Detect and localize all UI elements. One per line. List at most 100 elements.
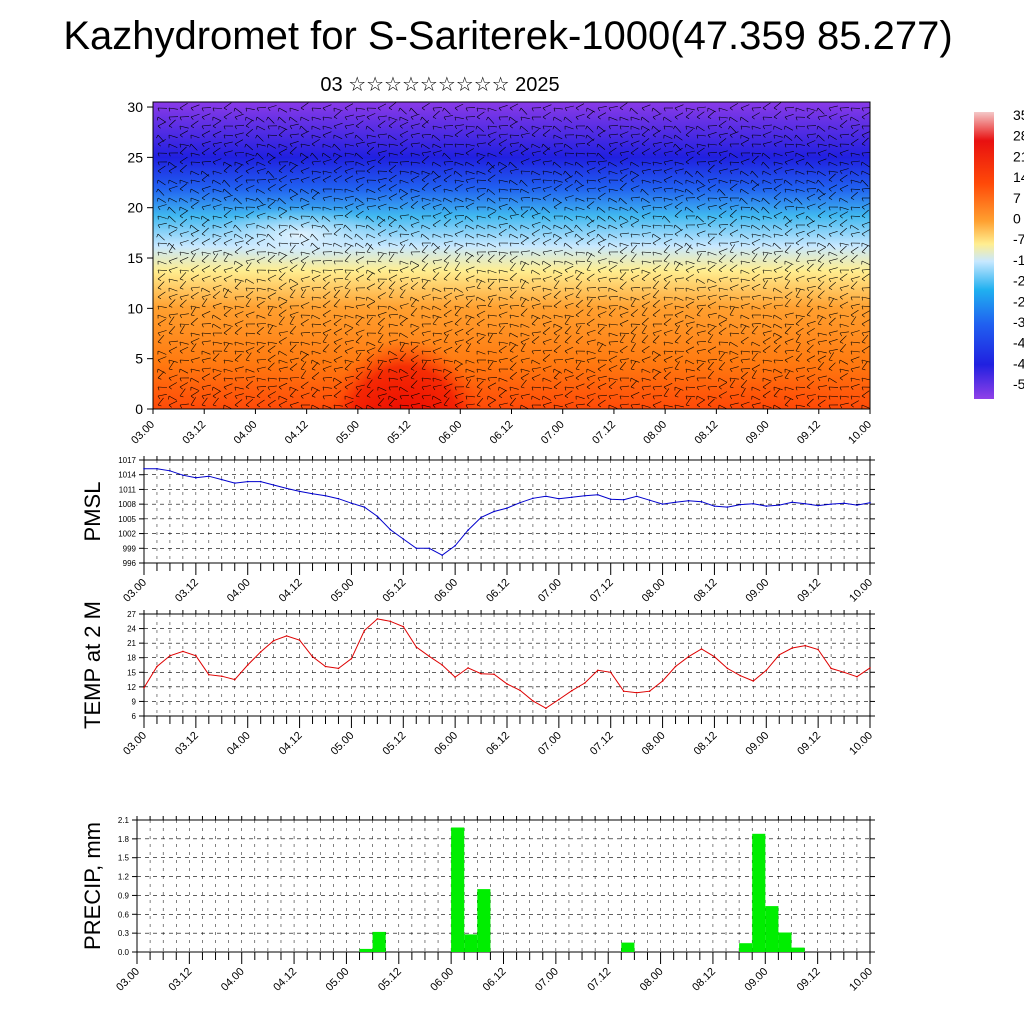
wind-barb — [388, 313, 399, 316]
wind-barb-feather — [431, 134, 434, 139]
wind-barb-feather — [685, 134, 690, 137]
wind-barb-feather — [190, 242, 194, 246]
wind-barb — [674, 168, 684, 172]
wind-barb-feather — [596, 206, 599, 211]
wind-barb-feather — [531, 188, 535, 193]
wind-barb-feather — [277, 197, 280, 202]
wind-barb — [179, 388, 186, 397]
wind-barb-feather — [234, 206, 237, 211]
wind-barb-feather — [806, 323, 810, 327]
wind-barb — [663, 275, 673, 280]
wind-barb — [685, 368, 695, 372]
data-point — [545, 495, 547, 498]
wind-barb — [652, 368, 662, 373]
wind-barb — [245, 311, 255, 316]
wind-barb — [762, 152, 771, 159]
wind-barb-feather — [487, 305, 492, 307]
wind-barb-feather — [817, 368, 822, 371]
wind-barb — [168, 242, 176, 250]
wind-barb-feather — [696, 224, 700, 229]
wind-barb — [311, 242, 319, 250]
wind-barb-feather — [410, 215, 412, 220]
wind-barb-feather — [839, 395, 842, 400]
wind-barb-feather — [542, 188, 546, 192]
wind-barb — [168, 340, 179, 343]
wind-barb — [564, 316, 571, 325]
wind-barb — [355, 120, 364, 127]
wind-barb-feather — [839, 188, 843, 192]
wind-barb-feather — [333, 341, 337, 345]
wind-barb-feather — [300, 395, 304, 399]
wind-barb-feather — [718, 143, 723, 147]
wind-barb-feather — [509, 125, 513, 129]
wind-barb-feather — [212, 395, 216, 399]
wind-barb — [817, 340, 827, 343]
wind-barb-feather — [641, 287, 644, 292]
wind-barb-feather — [674, 314, 678, 318]
wind-barb-feather — [355, 368, 359, 373]
wind-barb-feather — [773, 116, 778, 120]
wind-barb — [762, 102, 771, 109]
wind-barb — [212, 390, 221, 397]
wind-barb-feather — [388, 305, 390, 310]
wind-barb — [333, 110, 341, 118]
wind-barb-feather — [498, 341, 500, 346]
wind-barb-feather — [465, 332, 470, 336]
wind-barb — [289, 316, 295, 325]
wind-barb — [674, 104, 684, 109]
wind-barb-feather — [740, 296, 743, 301]
wind-barb-feather — [223, 116, 227, 120]
wind-barb-feather — [773, 107, 778, 111]
wind-barb — [311, 350, 321, 354]
wind-barb-feather — [267, 107, 271, 111]
wind-barb — [212, 147, 221, 154]
wind-barb-feather — [300, 179, 304, 183]
wind-barb-feather — [498, 350, 503, 354]
wind-barb-feather — [740, 242, 742, 247]
wind-barb-feather — [663, 404, 665, 409]
wind-barb — [179, 130, 189, 136]
wind-barb-feather — [740, 395, 745, 397]
wind-barb — [619, 385, 630, 388]
wind-barb — [311, 296, 321, 299]
wind-barb — [674, 377, 684, 381]
wind-barb-feather — [431, 242, 434, 247]
wind-barb-feather — [310, 233, 313, 238]
wind-barb — [212, 302, 222, 307]
wind-barb — [278, 331, 288, 334]
wind-barb — [212, 368, 222, 372]
wind-barb — [586, 160, 597, 163]
wind-barb-feather — [652, 278, 656, 282]
wind-barb — [421, 119, 430, 127]
wind-barb — [498, 341, 508, 344]
wind-barb-feather — [519, 107, 522, 112]
wind-barb — [861, 179, 869, 187]
wind-barb — [300, 156, 309, 163]
wind-barb — [344, 382, 353, 388]
wind-barb-feather — [421, 242, 424, 247]
wind-barb-feather — [828, 332, 832, 336]
wind-barb — [740, 242, 750, 245]
wind-barb-feather — [597, 386, 601, 390]
wind-barb-feather — [333, 386, 337, 390]
wind-barb-feather — [685, 305, 689, 309]
wind-barb — [773, 161, 783, 165]
wind-barb-feather — [498, 359, 502, 364]
wind-barb-feather — [531, 134, 536, 137]
wind-barb-feather — [212, 305, 216, 309]
wind-barb — [520, 116, 530, 119]
wind-barb — [465, 215, 474, 222]
wind-barb — [168, 293, 178, 298]
wind-barb — [564, 170, 572, 178]
wind-barb-feather — [784, 206, 787, 211]
wind-barb-feather — [553, 260, 556, 265]
wind-barb-feather — [751, 242, 755, 246]
data-point — [208, 673, 210, 676]
wind-barb — [223, 289, 229, 298]
colorbar-scale — [974, 112, 994, 399]
wind-barb — [619, 305, 629, 310]
wind-barb — [619, 361, 627, 370]
wind-barb-feather — [762, 332, 766, 337]
wind-barb-feather — [476, 404, 481, 407]
wind-barb — [784, 197, 793, 204]
